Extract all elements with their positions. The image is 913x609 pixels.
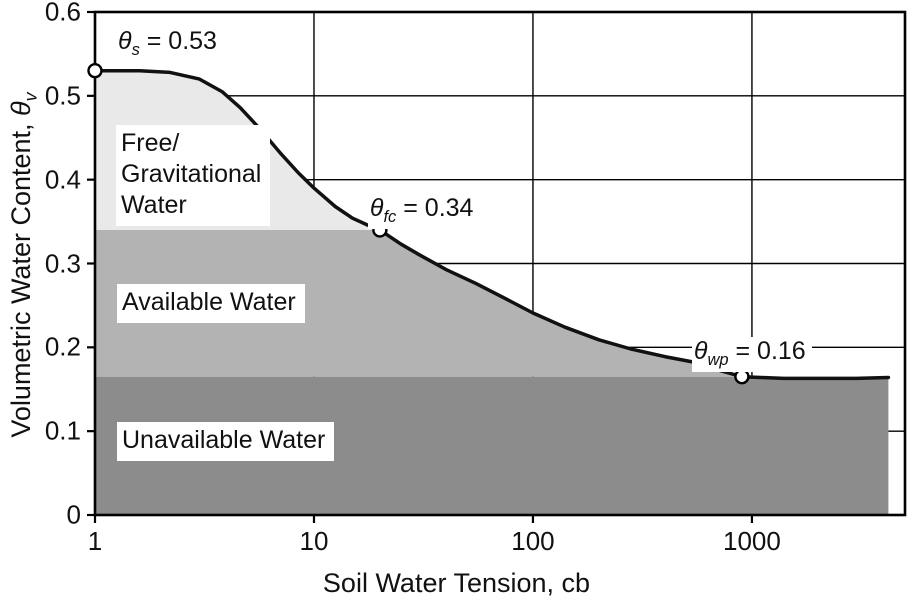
x-tick-label: 100 — [511, 526, 555, 556]
available-water-label: Available Water — [117, 284, 305, 323]
y-axis-title-text: Volumetric Water Content, — [6, 115, 36, 438]
y-tick-label: 0.6 — [44, 0, 81, 27]
x-axis-title: Soil Water Tension, cb — [322, 568, 591, 598]
y-tick-label: 0.4 — [44, 164, 81, 195]
theta-fc-subscript: fc — [383, 207, 397, 226]
y-tick-label: 0.5 — [44, 80, 81, 111]
y-tick-label: 0 — [66, 499, 81, 530]
free-gravitational-water-label: Free/ Gravitational Water — [116, 125, 271, 226]
theta-s-subscript: s — [131, 40, 140, 59]
wilting-point-marker — [734, 368, 750, 385]
field-capacity-point-label: θfc = 0.34 — [367, 193, 480, 229]
theta-s-symbol: θ — [118, 26, 132, 55]
y-tick-label: 0.1 — [44, 415, 81, 446]
region-unavailable-water — [95, 376, 889, 515]
field-capacity-value: = 0.34 — [396, 193, 474, 222]
theta-wp-symbol: θ — [693, 336, 708, 365]
theta-v-symbol: θ — [6, 101, 36, 116]
x-tick-label: 1000 — [723, 526, 781, 556]
region-available-water — [95, 230, 742, 377]
wilting-point-value: = 0.16 — [728, 336, 806, 365]
saturation-marker — [87, 62, 103, 79]
wilting-point-label: θwp = 0.16 — [691, 336, 812, 372]
theta-fc-symbol: θ — [369, 193, 384, 222]
saturation-point-label: θs = 0.53 — [116, 26, 223, 62]
theta-v-subscript: v — [20, 92, 41, 102]
unavailable-water-label: Unavailable Water — [117, 422, 335, 461]
y-tick-label: 0.3 — [44, 248, 81, 278]
theta-wp-subscript: wp — [707, 350, 729, 369]
x-tick-label: 1 — [87, 526, 103, 556]
saturation-value: = 0.53 — [139, 26, 217, 55]
y-tick-label: 0.2 — [44, 331, 81, 362]
plot-border — [93, 10, 907, 517]
y-axis-title: Volumetric Water Content, θv — [6, 43, 41, 487]
x-tick-label: 10 — [299, 526, 329, 556]
